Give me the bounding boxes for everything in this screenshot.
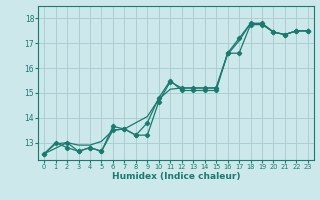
X-axis label: Humidex (Indice chaleur): Humidex (Indice chaleur): [112, 172, 240, 181]
